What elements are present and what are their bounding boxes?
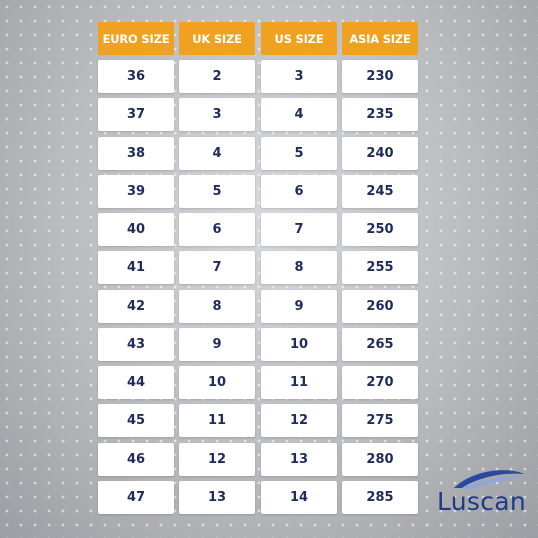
table-cell: 12 bbox=[179, 442, 255, 476]
table-cell: 38 bbox=[98, 136, 174, 170]
table-cell: 250 bbox=[342, 213, 418, 247]
table-cell: 9 bbox=[179, 327, 255, 361]
table-cell: 44 bbox=[98, 366, 174, 400]
table-cell: 8 bbox=[261, 251, 337, 285]
table-cell: 285 bbox=[342, 481, 418, 514]
table-cell: 10 bbox=[179, 366, 255, 400]
table-cell: 7 bbox=[261, 213, 337, 247]
table-cell: 36 bbox=[98, 60, 174, 93]
table-cell: 10 bbox=[261, 327, 337, 361]
table-cell: 46 bbox=[98, 442, 174, 476]
table-cell: 39 bbox=[98, 174, 174, 208]
table-cell: 9 bbox=[261, 289, 337, 323]
table-cell: 14 bbox=[261, 481, 337, 514]
logo-swoosh bbox=[454, 470, 524, 490]
table-cell: 3 bbox=[179, 98, 255, 132]
table-cell: 3 bbox=[261, 60, 337, 93]
table-cell: 6 bbox=[261, 174, 337, 208]
table-cell: 275 bbox=[342, 404, 418, 438]
table-cell: 230 bbox=[342, 60, 418, 93]
table-cell: 6 bbox=[179, 213, 255, 247]
table-cell: 265 bbox=[342, 327, 418, 361]
table-cell: 240 bbox=[342, 136, 418, 170]
table-cell: 13 bbox=[261, 442, 337, 476]
table-cell: 45 bbox=[98, 404, 174, 438]
header-cell: EURO SIZE bbox=[98, 22, 174, 55]
table-cell: 42 bbox=[98, 289, 174, 323]
table-cell: 4 bbox=[179, 136, 255, 170]
table-cell: 4 bbox=[261, 98, 337, 132]
logo-text: Luscan bbox=[437, 487, 527, 516]
table-cell: 41 bbox=[98, 251, 174, 285]
header-cell: ASIA SIZE bbox=[342, 22, 418, 55]
table-cell: 235 bbox=[342, 98, 418, 132]
table-cell: 12 bbox=[261, 404, 337, 438]
table-cell: 5 bbox=[179, 174, 255, 208]
header-cell: UK SIZE bbox=[179, 22, 255, 55]
table-cell: 43 bbox=[98, 327, 174, 361]
table-cell: 7 bbox=[179, 251, 255, 285]
table-cell: 11 bbox=[179, 404, 255, 438]
table-cell: 8 bbox=[179, 289, 255, 323]
table-cell: 47 bbox=[98, 481, 174, 514]
table-cell: 255 bbox=[342, 251, 418, 285]
table-cell: 37 bbox=[98, 98, 174, 132]
table-cell: 2 bbox=[179, 60, 255, 93]
table-cell: 5 bbox=[261, 136, 337, 170]
table-cell: 13 bbox=[179, 481, 255, 514]
table-cell: 270 bbox=[342, 366, 418, 400]
table-cell: 11 bbox=[261, 366, 337, 400]
table-cell: 280 bbox=[342, 442, 418, 476]
table-cell: 245 bbox=[342, 174, 418, 208]
table-cell: 260 bbox=[342, 289, 418, 323]
header-cell: US SIZE bbox=[261, 22, 337, 55]
table-cell: 40 bbox=[98, 213, 174, 247]
